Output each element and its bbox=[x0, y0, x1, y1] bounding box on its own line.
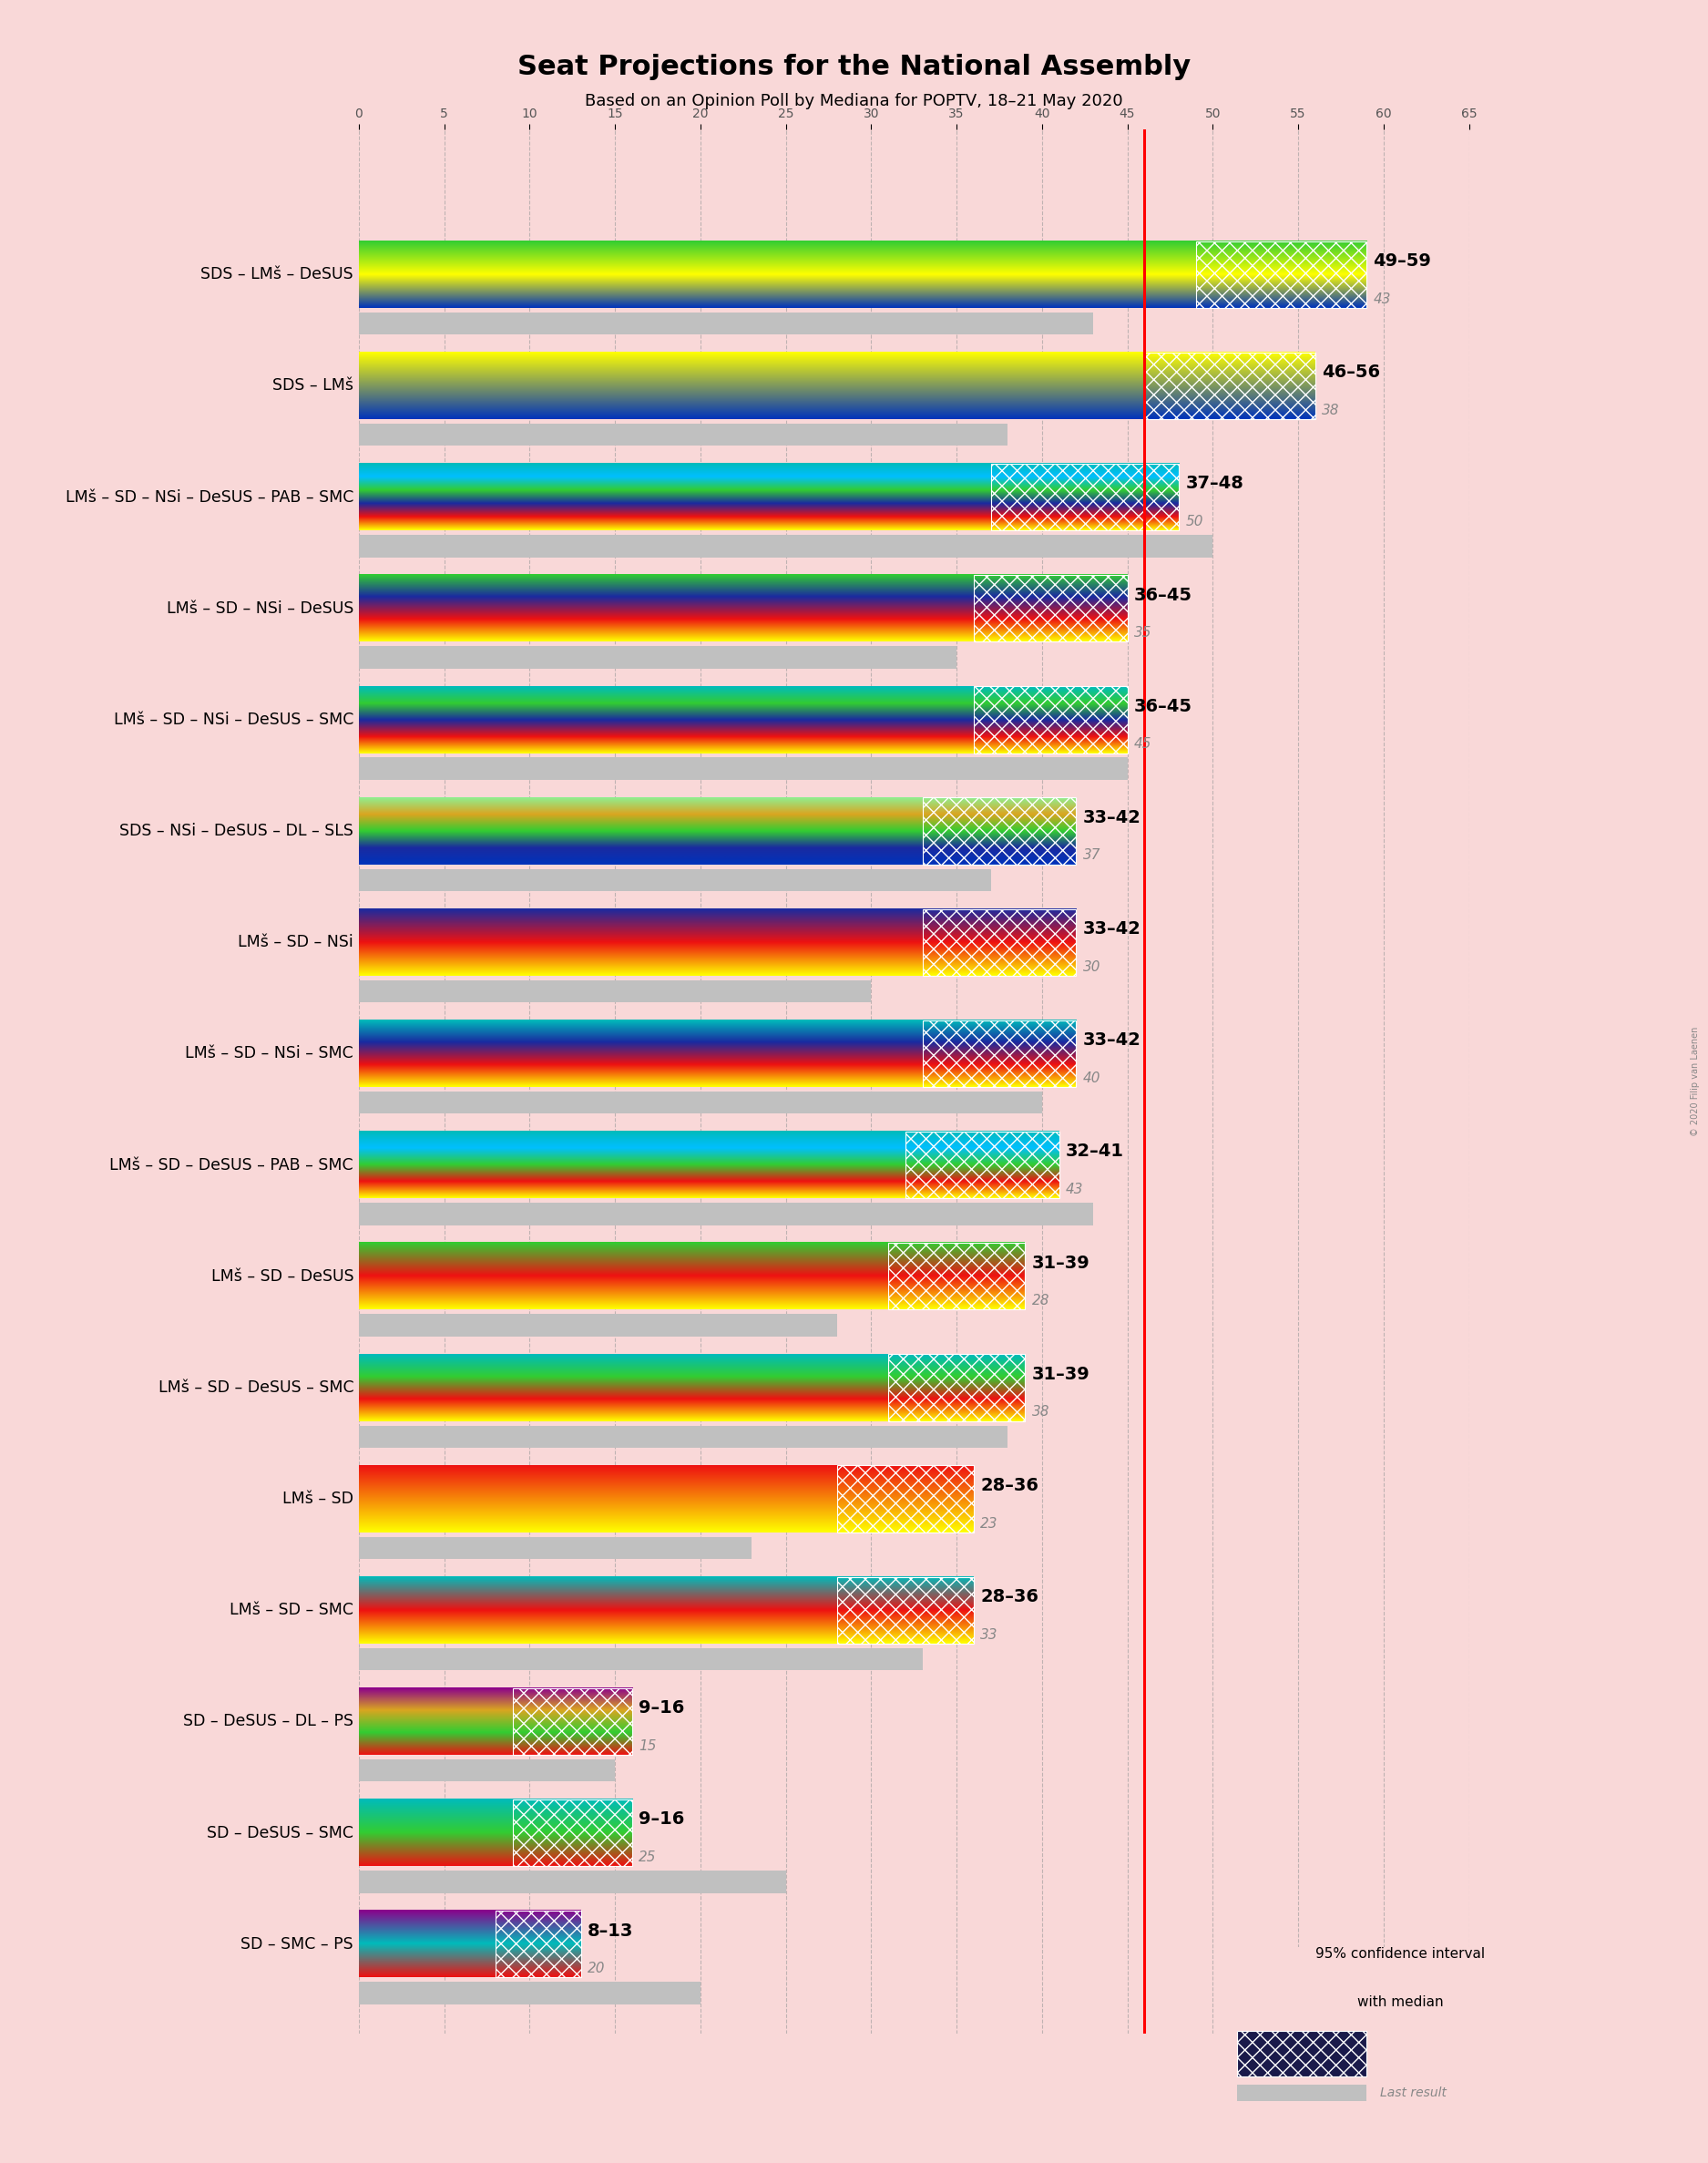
Bar bbox=[359, 757, 1127, 781]
Text: 36–45: 36–45 bbox=[1134, 586, 1192, 603]
Text: 36–45: 36–45 bbox=[1134, 699, 1192, 716]
Text: 43: 43 bbox=[1066, 1183, 1083, 1196]
Bar bbox=[922, 908, 1076, 976]
Text: LMš – SD – NSi: LMš – SD – NSi bbox=[237, 934, 354, 950]
Bar bbox=[359, 1648, 922, 1670]
Text: SDS – NSi – DeSUS – DL – SLS: SDS – NSi – DeSUS – DL – SLS bbox=[120, 822, 354, 839]
Text: 32–41: 32–41 bbox=[1066, 1142, 1124, 1159]
Bar bbox=[359, 647, 956, 668]
Bar bbox=[991, 463, 1179, 530]
Text: 25: 25 bbox=[639, 1852, 656, 1865]
Bar bbox=[512, 1800, 632, 1867]
Text: LMš – SD – DeSUS – SMC: LMš – SD – DeSUS – SMC bbox=[159, 1380, 354, 1395]
Bar bbox=[495, 1910, 581, 1977]
Bar bbox=[1237, 2085, 1366, 2100]
Text: 31–39: 31–39 bbox=[1032, 1255, 1090, 1272]
Text: SD – SMC – PS: SD – SMC – PS bbox=[241, 1936, 354, 1953]
Text: 9–16: 9–16 bbox=[639, 1700, 685, 1717]
Text: 38: 38 bbox=[1032, 1406, 1049, 1419]
Text: LMš – SD – NSi – DeSUS – SMC: LMš – SD – NSi – DeSUS – SMC bbox=[114, 712, 354, 729]
Text: Seat Projections for the National Assembly: Seat Projections for the National Assemb… bbox=[518, 54, 1190, 80]
Text: 49–59: 49–59 bbox=[1373, 253, 1431, 270]
Text: 50: 50 bbox=[1185, 515, 1202, 528]
Bar bbox=[512, 1687, 632, 1754]
Text: 37: 37 bbox=[1083, 848, 1100, 863]
Text: Last result: Last result bbox=[1380, 2087, 1447, 2098]
Bar bbox=[837, 1577, 974, 1644]
Text: LMš – SD – SMC: LMš – SD – SMC bbox=[229, 1603, 354, 1618]
Text: 20: 20 bbox=[588, 1962, 605, 1975]
Bar bbox=[359, 534, 1213, 558]
Bar bbox=[974, 686, 1127, 753]
Bar bbox=[359, 1759, 615, 1782]
Text: 37–48: 37–48 bbox=[1185, 476, 1243, 493]
Bar bbox=[359, 1203, 1093, 1224]
Bar bbox=[359, 1425, 1008, 1447]
Bar bbox=[359, 980, 871, 1001]
Text: © 2020 Filip van Laenen: © 2020 Filip van Laenen bbox=[1691, 1027, 1699, 1136]
Text: SD – DeSUS – SMC: SD – DeSUS – SMC bbox=[207, 1826, 354, 1841]
Text: 43: 43 bbox=[1373, 292, 1390, 305]
Text: 45: 45 bbox=[1134, 738, 1151, 751]
Bar bbox=[1237, 2031, 1366, 2076]
Text: 28–36: 28–36 bbox=[980, 1477, 1038, 1495]
Text: LMš – SD – NSi – SMC: LMš – SD – NSi – SMC bbox=[184, 1045, 354, 1062]
Text: 23: 23 bbox=[980, 1516, 997, 1529]
Bar bbox=[1144, 353, 1315, 420]
Text: 31–39: 31–39 bbox=[1032, 1365, 1090, 1382]
Text: LMš – SD – NSi – DeSUS – PAB – SMC: LMš – SD – NSi – DeSUS – PAB – SMC bbox=[65, 489, 354, 506]
Bar bbox=[359, 1092, 1042, 1114]
Text: 33: 33 bbox=[980, 1629, 997, 1642]
Bar bbox=[974, 575, 1127, 642]
Bar bbox=[1196, 240, 1366, 307]
Bar bbox=[359, 1315, 837, 1337]
Text: SDS – LMš – DeSUS: SDS – LMš – DeSUS bbox=[202, 266, 354, 283]
Bar bbox=[359, 311, 1093, 335]
Text: 33–42: 33–42 bbox=[1083, 919, 1141, 937]
Text: 30: 30 bbox=[1083, 960, 1100, 973]
Text: 95% confidence interval: 95% confidence interval bbox=[1315, 1947, 1486, 1960]
Text: LMš – SD – DeSUS: LMš – SD – DeSUS bbox=[210, 1268, 354, 1285]
Text: 40: 40 bbox=[1083, 1071, 1100, 1086]
Text: 28: 28 bbox=[1032, 1293, 1049, 1309]
Bar bbox=[837, 1467, 974, 1531]
Text: 35: 35 bbox=[1134, 625, 1151, 640]
Text: 9–16: 9–16 bbox=[639, 1810, 685, 1828]
Text: LMš – SD: LMš – SD bbox=[282, 1490, 354, 1508]
Bar bbox=[359, 424, 1008, 446]
Bar bbox=[922, 1021, 1076, 1088]
Bar bbox=[359, 1536, 752, 1560]
Text: Based on an Opinion Poll by Mediana for POPTV, 18–21 May 2020: Based on an Opinion Poll by Mediana for … bbox=[584, 93, 1124, 110]
Bar bbox=[1237, 2031, 1366, 2076]
Bar bbox=[922, 798, 1076, 865]
Bar bbox=[359, 1981, 700, 2005]
Text: 33–42: 33–42 bbox=[1083, 809, 1141, 826]
Text: LMš – SD – DeSUS – PAB – SMC: LMš – SD – DeSUS – PAB – SMC bbox=[109, 1157, 354, 1172]
Bar bbox=[359, 870, 991, 891]
Text: 33–42: 33–42 bbox=[1083, 1032, 1141, 1049]
Text: 28–36: 28–36 bbox=[980, 1588, 1038, 1605]
Bar bbox=[888, 1244, 1025, 1309]
Text: 46–56: 46–56 bbox=[1322, 363, 1380, 381]
Text: SDS – LMš: SDS – LMš bbox=[273, 379, 354, 394]
Text: 38: 38 bbox=[1322, 404, 1339, 417]
Text: LMš – SD – NSi – DeSUS: LMš – SD – NSi – DeSUS bbox=[166, 599, 354, 616]
Bar bbox=[905, 1131, 1059, 1198]
Bar bbox=[888, 1354, 1025, 1421]
Text: 15: 15 bbox=[639, 1739, 656, 1752]
Bar bbox=[359, 1871, 786, 1893]
Text: 8–13: 8–13 bbox=[588, 1923, 634, 1940]
Text: SD – DeSUS – DL – PS: SD – DeSUS – DL – PS bbox=[183, 1713, 354, 1730]
Text: with median: with median bbox=[1358, 1994, 1443, 2009]
